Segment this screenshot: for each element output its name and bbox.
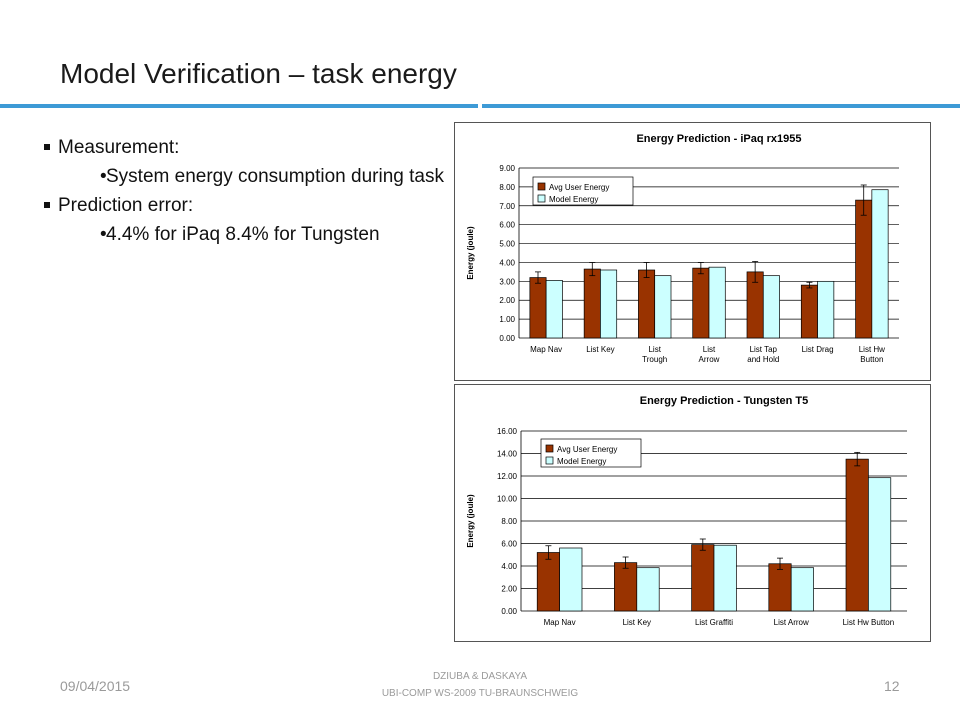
y-tick-label: 12.00 [497,472,518,481]
chart-ipaq-frame: Energy Prediction - iPaq rx1955 0.00 1.00 2… [454,122,931,381]
bar [871,189,889,339]
bar [762,275,780,339]
y-tick-label: 16.00 [497,427,518,436]
bar [855,199,873,339]
x-tick-label: Map Nav [544,618,576,627]
legend-label: Model Energy [557,457,606,466]
bullet-text: Measurement: [58,137,180,158]
dot-bullet-icon: • [100,224,107,245]
sub-bullet-text: System energy consumption during task [106,166,444,187]
bar [708,266,726,339]
legend-box [532,176,634,206]
legend-label: Model Energy [549,195,598,204]
y-tick-label: 2.00 [501,585,517,594]
chart-title: Energy Prediction - Tungsten T5 [640,395,808,407]
dot-bullet-icon: • [100,166,107,187]
x-tick-label: List Arrow [699,345,720,364]
bar [817,280,835,339]
y-tick-label: 6.00 [501,540,517,549]
page-number: 12 [884,678,900,694]
y-tick-label: 0.00 [499,334,515,343]
legend: Avg User Energy Model Energy [540,438,642,468]
sub-bullet-item: • System energy consumption during task [44,162,444,191]
bar [638,269,656,339]
footer-authors: DZIUBA & DASKAYA [432,671,528,682]
y-tick-label: 14.00 [497,450,518,459]
y-tick-label: 7.00 [499,202,515,211]
chart-title: Energy Prediction - iPaq rx1955 [636,133,801,145]
y-tick-label: 1.00 [499,315,515,324]
chart-ipaq: Energy Prediction - iPaq rx1955 0.00 1.00 2… [466,133,899,364]
legend-swatch [545,444,554,453]
footer-venue: UBI-COMP WS-2009 TU-BRAUNSCHWEIG [381,688,579,699]
chart-tungsten-frame: Energy Prediction - Tungsten T5 0.00 2.00 4… [454,384,931,642]
bar [768,563,792,612]
footer-credits: DZIUBA & DASKAYA UBI-COMP WS-2009 TU-BRA… [330,668,630,702]
bullet-text: Prediction error: [58,195,194,216]
bar [868,477,892,612]
y-tick-label: 6.00 [499,221,515,230]
x-tick-label: List Graffiti [695,618,733,627]
y-tick-label: 0.00 [501,607,517,616]
x-tick-label: List Drag [802,345,834,354]
square-bullet-icon [44,144,50,150]
legend-label: Avg User Energy [557,445,617,454]
bar [545,280,563,339]
bar [559,547,583,612]
x-tick-label: List Tap and Hold [747,345,779,364]
x-tick-label: List Arrow [774,618,809,627]
y-tick-label: 2.00 [499,296,515,305]
bar [600,269,618,339]
bar [692,267,710,339]
square-bullet-icon [44,202,50,208]
y-tick-label: 10.00 [497,495,518,504]
sub-bullet-item: • 4.4% for iPaq 8.4% for Tungsten [44,220,444,249]
legend-swatch [537,194,546,203]
chart-tungsten: Energy Prediction - Tungsten T5 0.00 2.00 4… [466,395,907,627]
y-axis-label: Energy (joule) [466,226,475,280]
y-tick-label: 4.00 [499,258,515,267]
bar [536,552,560,612]
y-tick-label: 8.00 [499,183,515,192]
y-tick-label: 3.00 [499,277,515,286]
bullet-item: Prediction error: [44,191,444,220]
legend: Avg User Energy Model Energy [532,176,634,206]
y-tick-label: 9.00 [499,164,515,173]
bar [583,268,601,339]
footer-date: 09/04/2015 [60,678,131,694]
title-divider-gap [478,104,482,108]
legend-box [540,438,642,468]
bar [614,562,638,612]
bar [845,458,869,612]
bar [790,567,814,612]
legend-swatch [545,456,554,465]
bar [800,284,818,339]
x-tick-label: List Hw Button [843,618,895,627]
x-tick-label: List Hw Button [859,345,885,364]
bar [654,275,672,339]
y-tick-label: 4.00 [501,562,517,571]
y-axis-label: Energy (joule) [466,494,475,548]
sub-bullet-text: 4.4% for iPaq 8.4% for Tungsten [106,224,380,245]
bar [529,277,547,339]
bullet-list: Measurement: • System energy consumption… [44,133,444,249]
x-tick-label: List Key [586,345,614,354]
y-tick-label: 8.00 [501,517,517,526]
y-tick-label: 5.00 [499,240,515,249]
legend-swatch [537,182,546,191]
bar [691,544,715,612]
legend-label: Avg User Energy [549,183,609,192]
x-tick-label: List Trough [642,345,667,364]
bullet-item: Measurement: [44,133,444,162]
slide-title: Model Verification – task energy [60,58,457,89]
x-tick-label: Map Nav [530,345,562,354]
bar [636,567,660,612]
bar [713,544,737,612]
x-tick-label: List Key [623,618,651,627]
